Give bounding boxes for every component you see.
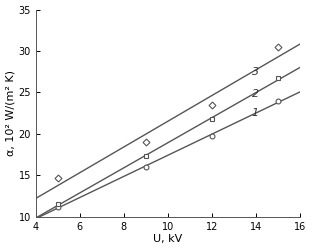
Text: 2: 2 [252,89,259,99]
X-axis label: U, kV: U, kV [154,234,183,244]
Text: 3: 3 [252,67,259,77]
Y-axis label: α, 10² W/(m² K): α, 10² W/(m² K) [6,70,16,156]
Text: 1: 1 [252,108,259,118]
